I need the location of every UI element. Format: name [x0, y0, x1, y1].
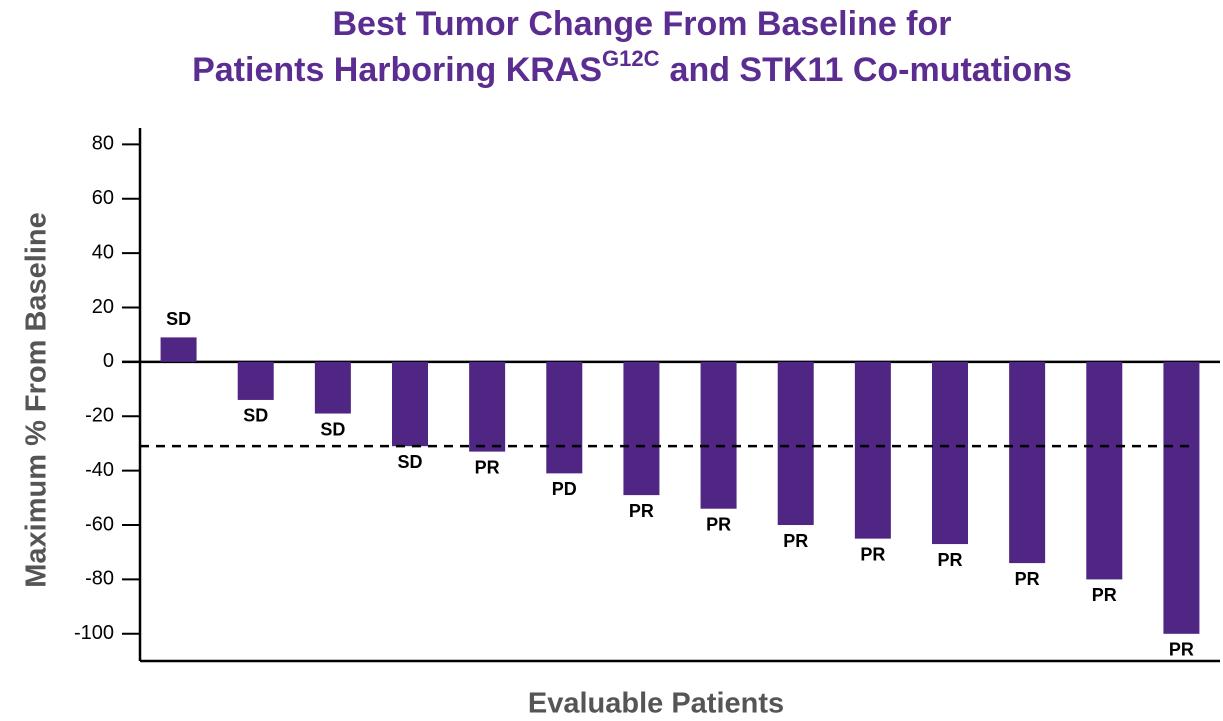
data-label: PR: [1015, 569, 1040, 589]
title-superscript: G12C: [602, 46, 660, 71]
y-tick-label: 60: [92, 187, 114, 209]
chart-title: Patients Harboring KRASG12C and STK11 Co-…: [192, 46, 1072, 89]
bar: [1163, 361, 1200, 634]
bar: [1009, 361, 1046, 564]
title-part: and STK11 Co-mutations: [670, 51, 1072, 89]
y-tick-label: -60: [85, 513, 114, 535]
data-label: PR: [783, 531, 808, 551]
bar: [314, 361, 351, 414]
data-label: SD: [243, 406, 268, 426]
title-part: Patients Harboring KRAS: [192, 51, 602, 89]
bar: [160, 337, 197, 362]
data-label: PR: [937, 550, 962, 570]
y-axis-label: Maximum % From Baseline: [21, 212, 53, 588]
bar: [777, 361, 814, 526]
data-label: SD: [397, 452, 422, 472]
y-tick-label: -100: [74, 622, 114, 644]
y-tick-label: -40: [85, 459, 114, 481]
x-axis-label: Evaluable Patients: [528, 688, 784, 720]
bar: [392, 361, 428, 447]
y-tick-label: 80: [92, 133, 114, 155]
data-label: PR: [706, 514, 731, 534]
data-label: PD: [552, 479, 577, 499]
data-label: SD: [166, 309, 191, 329]
y-tick-label: -20: [85, 405, 114, 427]
y-tick-label: 0: [103, 350, 114, 372]
data-label: PR: [1092, 585, 1117, 605]
bar: [546, 361, 583, 474]
bar: [623, 361, 660, 496]
bar: [854, 361, 891, 539]
data-label: PR: [629, 501, 654, 521]
bar: [700, 361, 737, 509]
bar: [932, 361, 968, 545]
data-label: SD: [320, 419, 345, 439]
bar: [1086, 361, 1123, 580]
data-label: PR: [860, 544, 885, 564]
y-tick-label: 40: [92, 241, 114, 263]
bar: [469, 361, 506, 452]
y-tick-label: -80: [85, 568, 114, 590]
data-label: PR: [1169, 640, 1194, 660]
chart-title: Best Tumor Change From Baseline for: [332, 5, 951, 43]
data-label: PR: [475, 457, 500, 477]
y-tick-label: 20: [92, 296, 114, 318]
bar: [237, 361, 274, 400]
